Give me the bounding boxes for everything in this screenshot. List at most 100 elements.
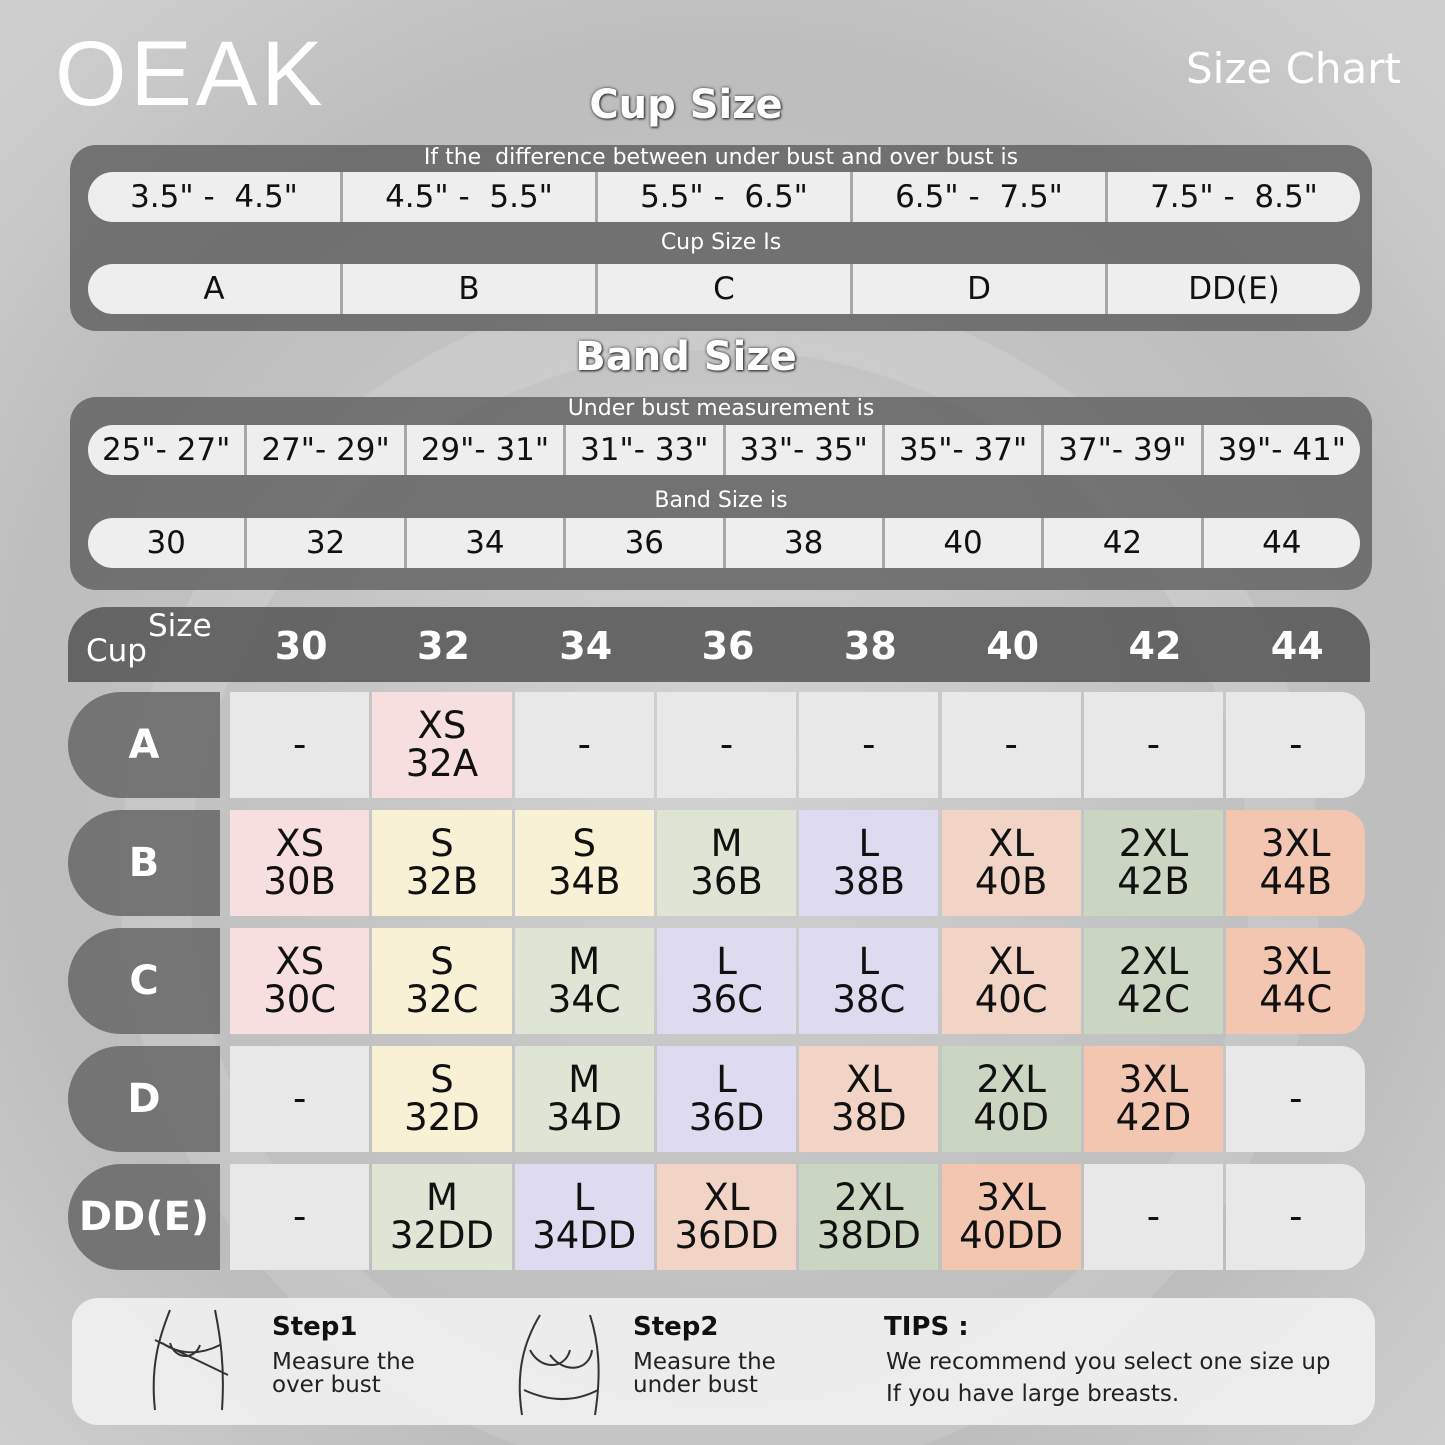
- size-text: 40D: [973, 1096, 1049, 1139]
- size-text: M: [568, 1058, 601, 1101]
- size-text: -: [292, 1195, 307, 1238]
- section-title: Band Size: [575, 334, 797, 380]
- cup-letter: C: [598, 264, 853, 314]
- size-cell: -: [656, 692, 797, 798]
- size-text: 36C: [690, 978, 763, 1021]
- size-text: L: [858, 822, 880, 865]
- size-text: -: [292, 1077, 307, 1120]
- size-text: M: [710, 822, 743, 865]
- size-text: -: [292, 723, 307, 766]
- column-header: 40: [986, 624, 1040, 668]
- step-text: under bust: [633, 1372, 758, 1398]
- size-text: M: [568, 940, 601, 983]
- table-header: [68, 607, 1370, 682]
- band-number: 38: [725, 518, 885, 568]
- size-cell: 3XL 44B: [1226, 810, 1366, 916]
- size-cell: 2XL 42C: [1083, 928, 1224, 1034]
- column-header: 36: [701, 624, 755, 668]
- column-header: 42: [1128, 624, 1182, 668]
- size-cell: L 36C: [656, 928, 797, 1034]
- size-text: 32A: [405, 742, 479, 785]
- band-range: 35"- 37": [884, 425, 1045, 475]
- band-number: 42: [1044, 518, 1204, 568]
- panel-label: Cup Size Is: [660, 230, 782, 255]
- band-range: 25"- 27": [88, 425, 248, 475]
- size-text: 3XL: [1118, 1058, 1189, 1101]
- size-text: -: [1004, 723, 1018, 766]
- panel-label: Under bust measurement is: [567, 396, 875, 421]
- cup-letter: A: [88, 264, 343, 314]
- cup-range: 4.5" - 5.5": [343, 172, 598, 222]
- band-range: 39"- 41": [1203, 425, 1360, 475]
- size-text: 3XL: [1260, 940, 1331, 983]
- size-cell: L 36D: [656, 1046, 797, 1152]
- size-text: -: [1289, 723, 1303, 766]
- step-text: Measure the: [272, 1349, 415, 1375]
- cup-letter: DD(E): [1108, 264, 1360, 314]
- cup-range: 7.5" - 8.5": [1108, 172, 1360, 222]
- size-cell: S 32C: [372, 928, 512, 1034]
- size-cell: L 34DD: [514, 1164, 654, 1270]
- size-text: 30B: [263, 860, 336, 903]
- size-text: 34C: [547, 978, 621, 1021]
- row-header: D: [68, 1046, 220, 1152]
- size-cell: XL 40B: [941, 810, 1081, 916]
- size-text: 38B: [832, 860, 906, 903]
- size-text: XS: [275, 822, 325, 865]
- size-text: 2XL: [834, 1176, 904, 1219]
- size-cell: S 32B: [372, 810, 512, 916]
- cup-range: 3.5" - 4.5": [88, 172, 343, 222]
- step-text: over bust: [272, 1372, 381, 1398]
- panel-label: If the difference between under bust and…: [423, 145, 1019, 170]
- size-text: -: [1289, 1195, 1303, 1238]
- band-number: 34: [406, 518, 567, 568]
- size-text: 42C: [1116, 978, 1190, 1021]
- size-cell: -: [941, 692, 1081, 798]
- size-text: XS: [275, 940, 325, 983]
- size-text: 2XL: [1118, 940, 1189, 983]
- size-text: 42B: [1117, 860, 1190, 903]
- size-text: S: [430, 1058, 454, 1101]
- size-cell: 2XL 40D: [941, 1046, 1081, 1152]
- size-text: 40B: [974, 860, 1048, 903]
- size-cell: -: [799, 692, 939, 798]
- column-header: 44: [1270, 624, 1324, 668]
- size-text: 3XL: [1260, 822, 1331, 865]
- size-text: -: [1146, 723, 1161, 766]
- band-number: 30: [88, 518, 248, 568]
- column-header: 38: [843, 624, 897, 668]
- band-range: 27"- 29": [247, 425, 407, 475]
- size-text: 38D: [831, 1096, 907, 1139]
- band-range: 31"- 33": [566, 425, 726, 475]
- panel-label: Band Size is: [654, 488, 788, 513]
- size-cell: -: [1226, 1046, 1366, 1152]
- band-range: 37"- 39": [1044, 425, 1204, 475]
- row-header: DD(E): [68, 1164, 220, 1270]
- size-cell: -: [1226, 1164, 1366, 1270]
- size-cell: S 34B: [514, 810, 654, 916]
- size-cell: XS 30C: [230, 928, 370, 1034]
- step-text: Measure the: [633, 1349, 776, 1375]
- size-text: 32DD: [389, 1214, 494, 1257]
- size-text: 36B: [690, 860, 763, 903]
- size-text: -: [1146, 1195, 1161, 1238]
- row-header: C: [68, 928, 220, 1034]
- band-number: 40: [884, 518, 1045, 568]
- size-cell: XS 30B: [230, 810, 370, 916]
- step1-icon: [152, 1309, 229, 1411]
- size-cell: M 32DD: [372, 1164, 512, 1270]
- size-text: L: [858, 940, 880, 983]
- size-text: XL: [845, 1058, 892, 1101]
- band-number: 36: [566, 518, 726, 568]
- size-cell: 3XL 44C: [1226, 928, 1366, 1034]
- size-cell: M 34D: [514, 1046, 654, 1152]
- size-text: L: [716, 940, 737, 983]
- size-cell: S 32D: [372, 1046, 512, 1152]
- size-text: S: [430, 940, 454, 983]
- size-cell: XL 36DD: [656, 1164, 797, 1270]
- size-text: 40DD: [959, 1214, 1064, 1257]
- size-text: S: [572, 822, 596, 865]
- size-text: 44B: [1259, 860, 1332, 903]
- size-cell: 2XL 42B: [1083, 810, 1224, 916]
- row-header: B: [68, 810, 220, 916]
